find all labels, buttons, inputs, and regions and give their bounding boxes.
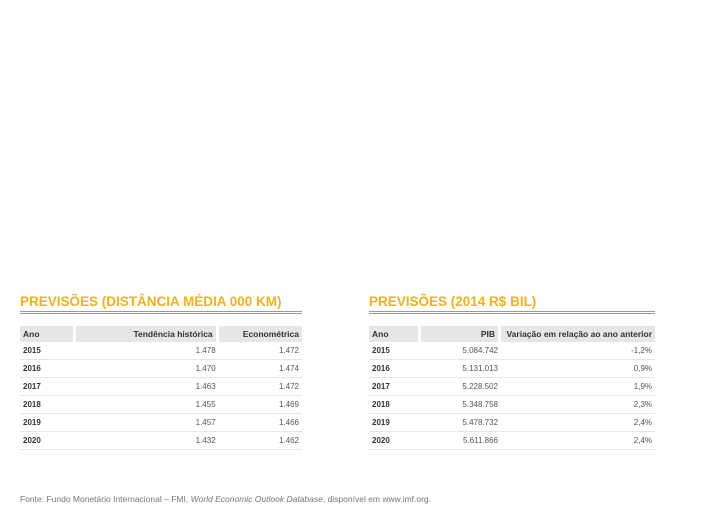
year-cell: 2017 (369, 378, 421, 396)
econometric-cell: 1.466 (218, 414, 302, 432)
variation-cell: 1,9% (501, 378, 655, 396)
year-cell: 2020 (369, 432, 421, 450)
table-header-row: Ano Tendência histórica Econométrica (20, 326, 302, 342)
historical-trend-cell: 1.457 (75, 414, 219, 432)
year-cell: 2016 (369, 360, 421, 378)
table-row: 2018 1.455 1.469 (20, 396, 302, 414)
year-cell: 2019 (20, 414, 76, 432)
column-header-year: Ano (369, 326, 421, 342)
year-cell: 2019 (369, 414, 421, 432)
table-header-row: Ano PIB Variação em relação ao ano anter… (369, 326, 655, 342)
year-cell: 2015 (20, 342, 76, 360)
table-row: 2017 5.228.502 1,9% (369, 378, 655, 396)
gdp-cell: 5.084.742 (421, 342, 501, 360)
historical-trend-cell: 1.432 (75, 432, 219, 450)
source-database-name: World Economic Outlook Database (190, 494, 323, 504)
gdp-forecast-table: Ano PIB Variação em relação ao ano anter… (369, 326, 655, 450)
variation-cell: 2,3% (501, 396, 655, 414)
table-row: 2019 5.478.732 2,4% (369, 414, 655, 432)
source-prefix: Fonte: Fundo Monetário Internacional – F… (20, 494, 191, 504)
gdp-cell: 5.348.758 (421, 396, 501, 414)
distance-forecast-table: Ano Tendência histórica Econométrica 201… (20, 326, 302, 450)
variation-cell: 2,4% (501, 432, 655, 450)
source-suffix: , disponível em www.imf.org. (322, 494, 432, 504)
table-row: 2020 1.432 1.462 (20, 432, 302, 450)
distance-forecast-section: PREVISÕES (DISTÂNCIA MÉDIA 000 KM) Ano T… (20, 294, 302, 450)
econometric-cell: 1.469 (218, 396, 302, 414)
econometric-cell: 1.472 (218, 378, 302, 396)
column-header-variation: Variação em relação ao ano anterior (501, 326, 655, 342)
variation-cell: 2,4% (501, 414, 655, 432)
historical-trend-cell: 1.478 (75, 342, 219, 360)
table-row: 2020 5.611.866 2,4% (369, 432, 655, 450)
title-underline (20, 311, 302, 312)
title-underline (369, 313, 655, 314)
year-cell: 2020 (20, 432, 76, 450)
year-cell: 2018 (369, 396, 421, 414)
source-footnote: Fonte: Fundo Monetário Internacional – F… (20, 494, 431, 504)
variation-cell: -1,2% (501, 342, 655, 360)
econometric-cell: 1.462 (218, 432, 302, 450)
distance-forecast-title: PREVISÕES (DISTÂNCIA MÉDIA 000 KM) (20, 294, 282, 309)
title-underline (369, 311, 655, 312)
gdp-forecast-section: PREVISÕES (2014 R$ BIL) Ano PIB Variação… (369, 294, 655, 450)
gdp-cell: 5.478.732 (421, 414, 501, 432)
econometric-cell: 1.472 (218, 342, 302, 360)
gdp-cell: 5.131.013 (421, 360, 501, 378)
historical-trend-cell: 1.463 (75, 378, 219, 396)
table-row: 2015 1.478 1.472 (20, 342, 302, 360)
column-header-gdp: PIB (421, 326, 501, 342)
year-cell: 2016 (20, 360, 76, 378)
table-row: 2016 1.470 1.474 (20, 360, 302, 378)
year-cell: 2018 (20, 396, 76, 414)
gdp-forecast-title: PREVISÕES (2014 R$ BIL) (369, 294, 537, 309)
historical-trend-cell: 1.470 (75, 360, 219, 378)
table-row: 2016 5.131.013 0,9% (369, 360, 655, 378)
column-header-historical-trend: Tendência histórica (75, 326, 219, 342)
historical-trend-cell: 1.455 (75, 396, 219, 414)
column-header-year: Ano (20, 326, 76, 342)
table-row: 2015 5.084.742 -1,2% (369, 342, 655, 360)
gdp-cell: 5.611.866 (421, 432, 501, 450)
gdp-cell: 5.228.502 (421, 378, 501, 396)
table-row: 2018 5.348.758 2,3% (369, 396, 655, 414)
table-row: 2019 1.457 1.466 (20, 414, 302, 432)
econometric-cell: 1.474 (218, 360, 302, 378)
variation-cell: 0,9% (501, 360, 655, 378)
column-header-econometric: Econométrica (218, 326, 302, 342)
title-underline (20, 313, 302, 314)
year-cell: 2017 (20, 378, 76, 396)
year-cell: 2015 (369, 342, 421, 360)
table-row: 2017 1.463 1.472 (20, 378, 302, 396)
